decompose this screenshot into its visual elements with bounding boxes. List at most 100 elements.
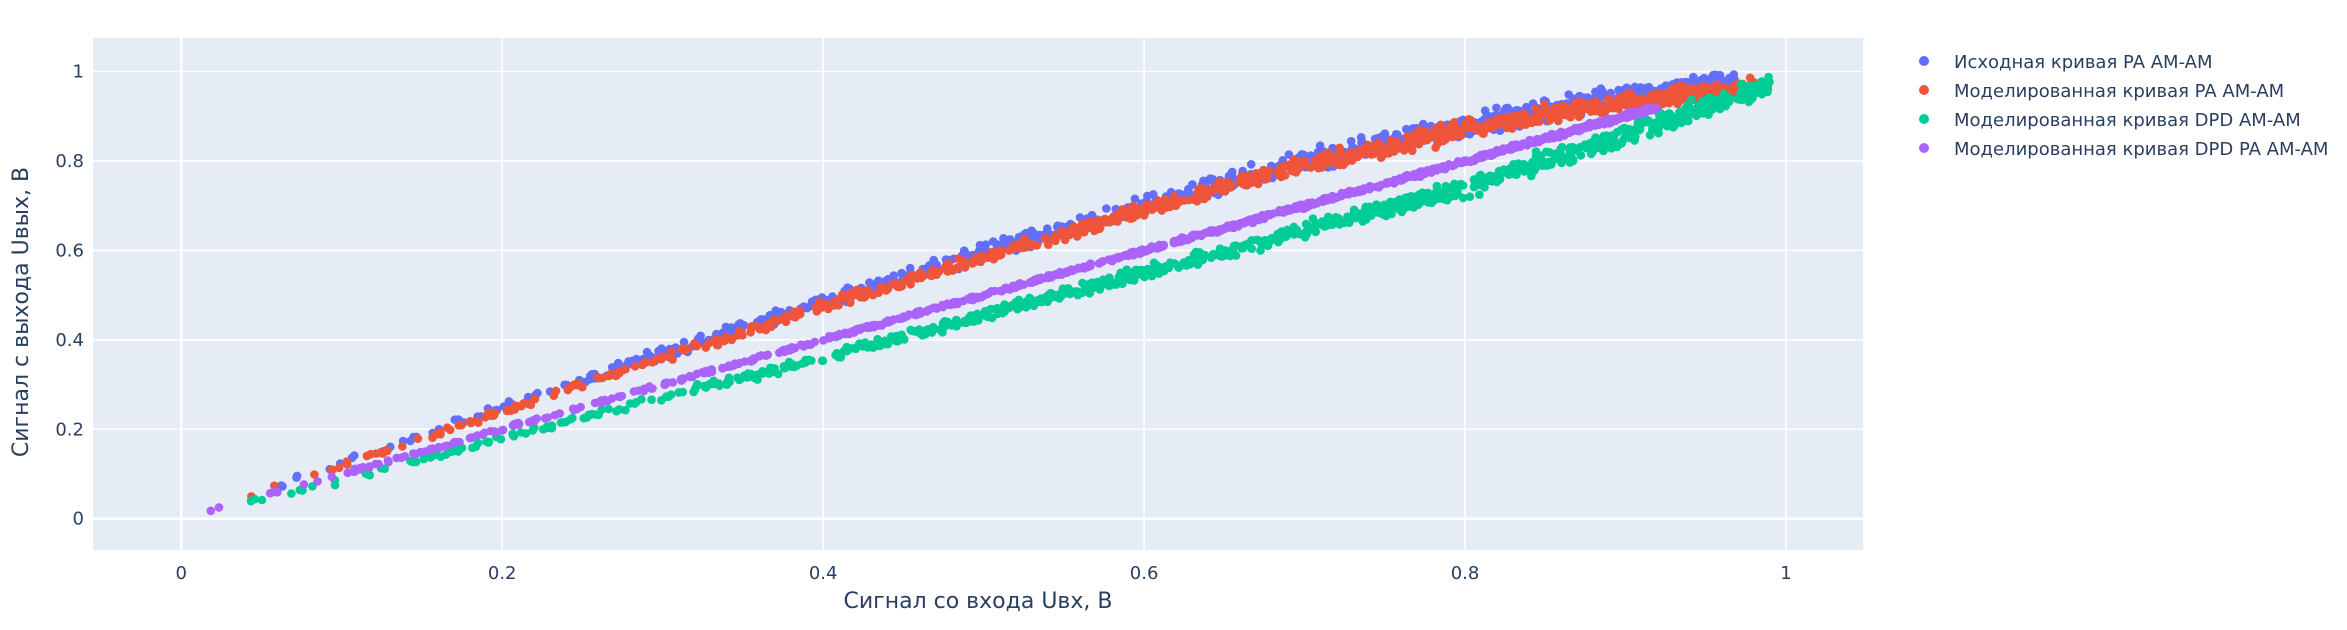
data-point (787, 360, 796, 370)
data-point (327, 472, 337, 482)
data-point (969, 293, 978, 303)
data-point (1331, 152, 1340, 161)
data-point (1272, 235, 1281, 244)
data-point (1250, 174, 1260, 183)
data-point (991, 251, 1001, 261)
data-point (516, 428, 526, 437)
data-point (1390, 197, 1400, 207)
data-point (508, 421, 518, 430)
data-point (918, 331, 927, 340)
data-point (832, 348, 842, 358)
y-tick-label: 0.6 (55, 240, 84, 261)
data-point (436, 430, 445, 439)
data-point (939, 321, 948, 331)
data-point (962, 318, 971, 328)
data-point (1136, 205, 1146, 215)
data-point (701, 343, 711, 352)
data-point (1335, 144, 1345, 154)
data-point (1393, 144, 1403, 153)
data-point (802, 303, 812, 313)
data-point (1480, 183, 1489, 192)
data-point (343, 460, 352, 469)
data-point (594, 410, 603, 420)
data-point (1268, 209, 1278, 218)
data-point (1694, 89, 1703, 99)
data-point (525, 417, 534, 427)
data-point (839, 346, 849, 356)
data-point (374, 459, 383, 469)
legend-item-3[interactable]: Моделированная кривая DPD AM-AM (1919, 110, 2301, 131)
data-point (983, 312, 993, 322)
data-point (214, 503, 224, 512)
data-point (1621, 132, 1630, 141)
data-point (875, 341, 885, 351)
data-point (849, 327, 858, 336)
data-point (1078, 288, 1087, 298)
data-point (1154, 266, 1163, 275)
data-point (313, 477, 322, 486)
legend-marker (1919, 56, 1929, 66)
data-point (358, 462, 368, 472)
data-point (510, 405, 520, 414)
data-point (1492, 121, 1502, 130)
x-tick-label: 1 (1780, 563, 1791, 584)
data-point (330, 480, 340, 490)
data-point (1499, 112, 1509, 122)
x-tick-label: 0.6 (1130, 563, 1159, 584)
data-point (1443, 130, 1453, 140)
data-point (923, 306, 932, 315)
data-point (1593, 140, 1602, 149)
data-point (1376, 153, 1386, 162)
data-point (755, 325, 765, 334)
data-point (647, 395, 656, 405)
data-point (660, 380, 669, 390)
data-point (1095, 224, 1104, 234)
series-2-points (247, 73, 1774, 501)
data-point (1028, 232, 1038, 241)
data-point (1330, 217, 1340, 226)
legend-item-1[interactable]: Исходная кривая PA AM-AM (1919, 52, 2213, 73)
data-point (474, 418, 483, 428)
data-point (815, 297, 824, 307)
data-point (1367, 182, 1376, 192)
data-point (1505, 164, 1515, 173)
data-point (1296, 204, 1306, 213)
data-point (1643, 105, 1652, 115)
data-point (471, 442, 481, 452)
data-point (798, 359, 807, 368)
data-point (1478, 174, 1488, 184)
data-point (897, 268, 906, 278)
data-point (1044, 240, 1053, 249)
data-point (1558, 155, 1568, 165)
data-point (327, 465, 337, 475)
data-point (365, 462, 374, 471)
data-point (1343, 190, 1352, 199)
data-point (383, 456, 393, 465)
data-point (1356, 133, 1366, 142)
data-point (1358, 148, 1368, 158)
data-point (1639, 97, 1649, 106)
data-point (1264, 166, 1274, 176)
x-tick-label: 0.2 (488, 563, 517, 584)
data-point (1470, 178, 1480, 188)
data-point (1356, 209, 1365, 219)
legend[interactable]: Исходная кривая PA AM-AM Моделированная к… (1919, 52, 2328, 160)
legend-item-4[interactable]: Моделированная кривая DPD PA AM-AM (1919, 139, 2328, 160)
data-point (454, 421, 464, 430)
data-point (1441, 187, 1450, 197)
data-point (977, 311, 986, 320)
data-point (378, 449, 388, 458)
data-point (725, 377, 734, 387)
data-point (868, 290, 878, 300)
data-point (873, 335, 882, 344)
data-point (532, 414, 541, 423)
data-point (1597, 117, 1606, 127)
data-point (1010, 282, 1019, 292)
data-point (679, 337, 689, 347)
data-point (1114, 252, 1123, 262)
data-point (1503, 105, 1513, 115)
data-point (1449, 184, 1459, 193)
data-point (689, 387, 698, 397)
legend-item-2[interactable]: Моделированная кривая PA AM-AM (1919, 81, 2284, 102)
data-point (740, 371, 749, 380)
